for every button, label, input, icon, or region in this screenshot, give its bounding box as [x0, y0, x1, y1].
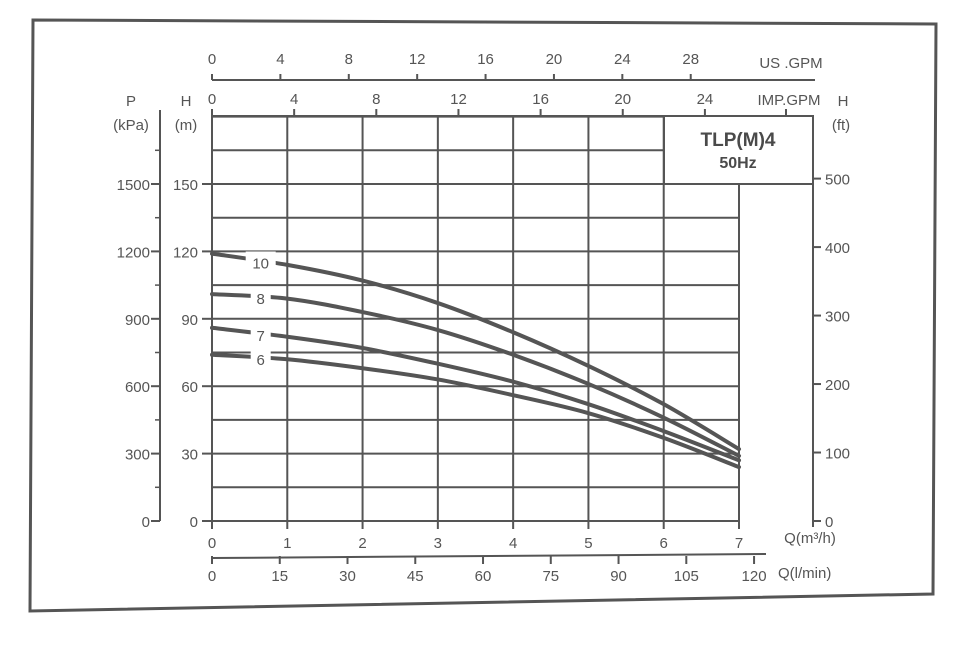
curve-label-bg — [250, 324, 271, 345]
us-gpm-tick-label: 0 — [208, 51, 216, 68]
flow-lmin-tick-label: 15 — [271, 568, 288, 585]
curve-label-bg — [250, 287, 271, 308]
right-head-axis-title: H — [838, 93, 849, 110]
us-gpm-tick-label: 12 — [409, 51, 426, 68]
pressure-tick-label: 1200 — [117, 244, 150, 261]
right-head-tick-label: 500 — [825, 172, 850, 189]
imp-gpm-tick-label: 4 — [290, 91, 298, 108]
curve-stage-6: 6 — [210, 347, 741, 470]
left-head-tick-label: 90 — [181, 312, 198, 329]
curve-label-bg — [245, 251, 276, 272]
curve-stage-10: 10 — [210, 251, 741, 452]
left-head-tick-label: 120 — [173, 244, 198, 261]
us-gpm-tick-label: 16 — [477, 51, 494, 68]
curve-label: 8 — [257, 291, 265, 308]
right-head-tick-label: 400 — [825, 240, 850, 257]
pressure-tick-label: 300 — [125, 447, 150, 464]
left-head-tick-label: 150 — [173, 177, 198, 194]
flow-lmin-tick-label: 30 — [339, 568, 356, 585]
flow-m3h-axis-title: Q(m³/h) — [784, 530, 836, 547]
imp-gpm-tick-label: 12 — [450, 91, 467, 108]
left-head-axis-title: H — [181, 93, 192, 110]
outer-frame — [28, 18, 938, 613]
right-head-tick-label: 0 — [825, 514, 833, 531]
axes: H(m)0306090120150P(kPa)03006009001200150… — [113, 51, 850, 585]
flow-lmin-axis-line — [211, 553, 767, 559]
flow-m3h-tick-label: 5 — [584, 535, 592, 552]
flow-lmin-tick-label: 60 — [475, 568, 492, 585]
imp-gpm-tick-label: 16 — [532, 91, 549, 108]
left-head-tick-label: 30 — [181, 447, 198, 464]
curve-line — [210, 292, 741, 458]
imp-gpm-tick-label: 8 — [372, 91, 380, 108]
flow-m3h-tick-label: 0 — [208, 535, 216, 552]
flow-lmin-tick-label: 0 — [208, 568, 216, 585]
flow-lmin-axis-title: Q(l/min) — [778, 565, 831, 582]
right-head-tick-label: 200 — [825, 377, 850, 394]
us-gpm-tick-label: 8 — [345, 51, 353, 68]
curve-line — [210, 251, 741, 452]
curve-label: 10 — [252, 256, 269, 273]
flow-lmin-tick-label: 105 — [674, 568, 699, 585]
flow-lmin-tick-label: 90 — [610, 568, 627, 585]
flow-m3h-tick-label: 6 — [660, 535, 668, 552]
us-gpm-tick-label: 20 — [546, 51, 563, 68]
title-box: TLP(M)4 50Hz — [663, 115, 814, 185]
pressure-axis-title: P — [126, 93, 136, 110]
us-gpm-tick-label: 28 — [682, 51, 699, 68]
pressure-tick-label: 900 — [125, 312, 150, 329]
flow-m3h-tick-label: 4 — [509, 535, 517, 552]
flow-lmin-tick-label: 75 — [542, 568, 559, 585]
us-gpm-tick-label: 24 — [614, 51, 631, 68]
curve-stage-7: 7 — [210, 324, 741, 463]
imp-gpm-tick-label: 20 — [614, 91, 631, 108]
performance-curves: 10 8 7 6 — [210, 251, 741, 470]
pressure-tick-label: 0 — [142, 514, 150, 531]
us-gpm-axis-title: US .GPM — [759, 55, 822, 72]
imp-gpm-axis-title: IMP.GPM — [757, 92, 820, 109]
flow-lmin-tick-label: 120 — [742, 568, 767, 585]
curve-line — [210, 325, 741, 463]
chart-title: TLP(M)4 — [701, 130, 776, 151]
left-head-tick-label: 0 — [190, 514, 198, 531]
flow-m3h-tick-label: 3 — [434, 535, 442, 552]
left-head-axis-unit: (m) — [175, 117, 198, 134]
curve-stage-8: 8 — [210, 287, 741, 458]
imp-gpm-tick-label: 0 — [208, 91, 216, 108]
right-head-tick-label: 100 — [825, 446, 850, 463]
imp-gpm-tick-label: 24 — [697, 91, 714, 108]
curve-line — [210, 352, 741, 470]
pressure-tick-label: 1500 — [117, 177, 150, 194]
flow-m3h-tick-label: 2 — [358, 535, 366, 552]
right-head-tick-label: 300 — [825, 309, 850, 326]
right-head-axis-unit: (ft) — [832, 117, 850, 134]
left-head-tick-label: 60 — [181, 379, 198, 396]
flow-m3h-tick-label: 7 — [735, 535, 743, 552]
chart-subtitle: 50Hz — [719, 155, 756, 172]
flow-lmin-tick-label: 45 — [407, 568, 424, 585]
curve-label-bg — [250, 347, 271, 368]
flow-m3h-tick-label: 1 — [283, 535, 291, 552]
us-gpm-tick-label: 4 — [276, 51, 284, 68]
curve-label: 7 — [257, 328, 265, 345]
pressure-tick-label: 600 — [125, 379, 150, 396]
curve-label: 6 — [257, 352, 265, 369]
pressure-axis-unit: (kPa) — [113, 117, 149, 134]
